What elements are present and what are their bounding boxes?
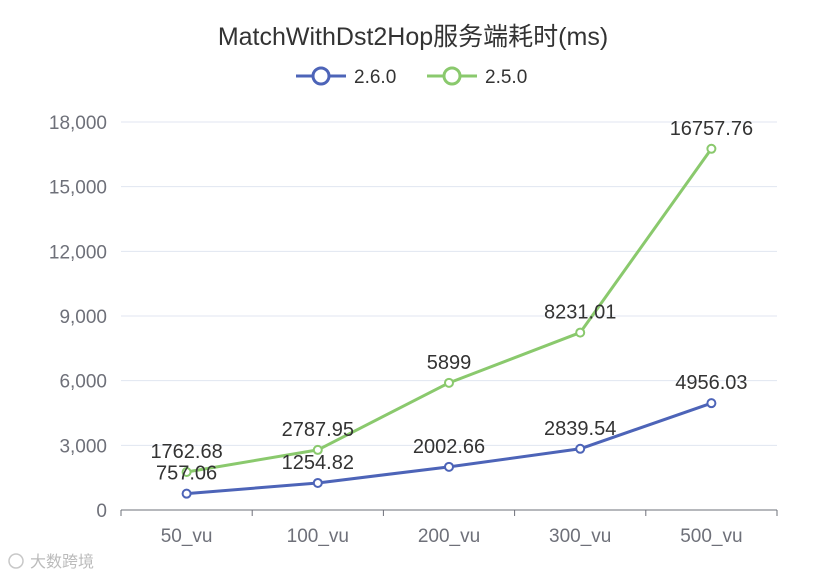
y-tick-label: 9,000 <box>59 307 107 328</box>
legend-circle-icon <box>442 66 462 86</box>
y-axis: 0 3,000 6,000 9,000 12,000 15,000 18,000 <box>49 113 107 522</box>
data-point[interactable] <box>181 467 192 478</box>
y-tick-label: 18,000 <box>49 113 107 134</box>
data-label: 1254.82 <box>282 452 354 474</box>
data-label: 757.06 <box>156 463 217 485</box>
data-point[interactable] <box>706 398 717 409</box>
data-point[interactable] <box>444 461 454 472</box>
watermark-logo-icon <box>8 553 24 569</box>
x-tick-label: 50_vu <box>161 526 213 547</box>
data-label: 5899 <box>427 352 472 374</box>
data-point[interactable] <box>444 377 454 388</box>
data-point[interactable] <box>575 327 586 338</box>
series-line-2.5.0 <box>186 147 713 474</box>
x-tick-label: 100_vu <box>287 526 349 547</box>
data-point[interactable] <box>181 488 192 499</box>
legend[interactable]: 2.6.0 2.5.0 <box>296 66 527 88</box>
y-tick-label: 6,000 <box>59 372 107 393</box>
x-tick-label: 200_vu <box>418 526 480 547</box>
data-label: 2787.95 <box>282 419 354 441</box>
watermark: 大数跨境 <box>8 552 94 571</box>
data-point[interactable] <box>312 477 323 488</box>
chart-title: MatchWithDst2Hop服务端耗时(ms) <box>218 23 608 51</box>
legend-circle-icon <box>311 66 331 86</box>
data-label: 1762.68 <box>150 441 222 463</box>
y-tick-label: 15,000 <box>49 178 107 199</box>
x-tick-label: 300_vu <box>549 526 611 547</box>
series-group <box>181 143 717 499</box>
legend-item-2.6.0[interactable]: 2.6.0 <box>296 66 396 88</box>
data-point[interactable] <box>706 143 717 154</box>
data-label: 16757.76 <box>670 118 753 140</box>
legend-label: 2.6.0 <box>354 67 396 88</box>
data-labels: 757.06 1254.82 2002.66 2839.54 4956.03 1762.6… <box>150 118 753 485</box>
x-axis: 50_vu 100_vu 200_vu 300_vu 500_vu <box>120 509 778 547</box>
y-tick-label: 0 <box>96 501 107 522</box>
legend-label: 2.5.0 <box>485 67 527 88</box>
data-label: 2839.54 <box>544 418 616 440</box>
grid-lines <box>121 121 777 446</box>
data-label: 8231.01 <box>544 302 616 324</box>
data-label: 4956.03 <box>675 372 747 394</box>
data-label: 2002.66 <box>413 436 485 458</box>
watermark-text: 大数跨境 <box>30 552 94 571</box>
legend-item-2.5.0[interactable]: 2.5.0 <box>427 66 527 88</box>
data-point[interactable] <box>312 444 323 455</box>
y-tick-label: 12,000 <box>49 242 107 263</box>
y-tick-label: 3,000 <box>59 436 107 457</box>
data-point[interactable] <box>575 443 586 454</box>
x-tick-label: 500_vu <box>680 526 742 547</box>
